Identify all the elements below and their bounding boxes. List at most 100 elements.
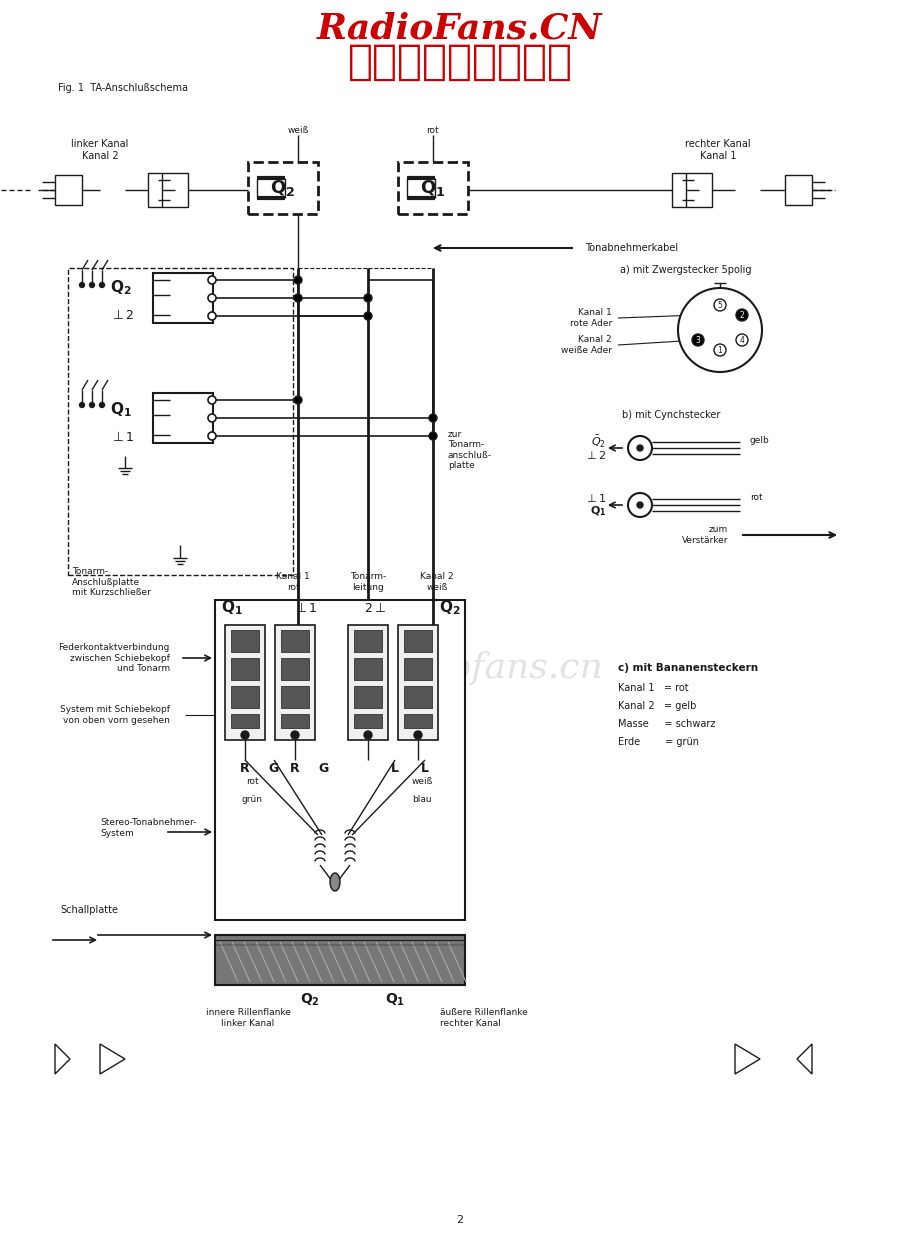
Text: Kanal 2
weiß: Kanal 2 weiß — [420, 572, 453, 592]
Circle shape — [79, 402, 85, 407]
Text: blau: blau — [412, 796, 431, 804]
Bar — [215, 600, 464, 921]
Bar — [784, 175, 811, 205]
Bar — [403, 629, 432, 652]
Text: Tonarm-
leitung: Tonarm- leitung — [349, 572, 386, 592]
Circle shape — [735, 333, 747, 346]
Circle shape — [735, 309, 747, 321]
Text: $\mathbf{Q_2}$: $\mathbf{Q_2}$ — [300, 992, 320, 1008]
Text: R: R — [289, 762, 300, 774]
Circle shape — [208, 294, 216, 302]
Text: Tonarm-
Anschlußplatte
mit Kurzschließer: Tonarm- Anschlußplatte mit Kurzschließer — [72, 567, 151, 597]
Bar — [225, 624, 265, 739]
Circle shape — [628, 436, 652, 460]
Text: Fig. 1  TA-Anschlußschema: Fig. 1 TA-Anschlußschema — [58, 82, 187, 92]
Text: $\bot$1: $\bot$1 — [584, 492, 606, 505]
Text: $\mathbf{Q_1}$: $\mathbf{Q_1}$ — [384, 992, 404, 1008]
Circle shape — [428, 432, 437, 440]
Circle shape — [636, 502, 642, 508]
Circle shape — [677, 289, 761, 372]
Bar — [280, 686, 309, 708]
Text: Stereo-Tonabnehmer-
System: Stereo-Tonabnehmer- System — [100, 818, 196, 838]
Text: Federkontaktverbindung
zwischen Schiebekopf
und Tonarm: Federkontaktverbindung zwischen Schiebek… — [59, 643, 170, 673]
Text: $\mathbf{Q_2}$: $\mathbf{Q_2}$ — [438, 598, 460, 617]
Text: 3: 3 — [695, 336, 699, 345]
Bar — [403, 686, 432, 708]
Bar — [231, 686, 259, 708]
Text: System mit Schiebekopf
von oben vorn gesehen: System mit Schiebekopf von oben vorn ges… — [60, 706, 170, 724]
Circle shape — [208, 432, 216, 440]
Text: c) mit Bananensteckern: c) mit Bananensteckern — [618, 663, 757, 673]
Circle shape — [290, 731, 299, 739]
Bar — [231, 714, 259, 728]
Bar — [671, 174, 711, 207]
Text: Kanal 1
rot: Kanal 1 rot — [276, 572, 310, 592]
Bar — [354, 658, 381, 679]
Bar — [280, 658, 309, 679]
Text: Kanal 2   = gelb: Kanal 2 = gelb — [618, 701, 696, 711]
Bar — [403, 714, 432, 728]
Text: $\bot$2: $\bot$2 — [584, 448, 606, 461]
Bar — [280, 714, 309, 728]
Text: 1: 1 — [717, 346, 721, 355]
Bar — [68, 269, 292, 575]
Text: Masse     = schwarz: Masse = schwarz — [618, 719, 715, 729]
Text: $\mathbf{Q_1}$: $\mathbf{Q_1}$ — [110, 401, 131, 420]
Circle shape — [79, 282, 85, 287]
Text: grün: grün — [241, 796, 262, 804]
Text: zum
Verstärker: zum Verstärker — [681, 526, 727, 545]
Text: 2$\bot$: 2$\bot$ — [364, 601, 386, 615]
Circle shape — [208, 276, 216, 284]
Text: G: G — [319, 762, 329, 774]
Text: $\mathbf{Q_2}$: $\mathbf{Q_2}$ — [110, 279, 131, 297]
Text: weiß: weiß — [287, 125, 309, 135]
Text: rot: rot — [749, 492, 762, 502]
Text: G: G — [268, 762, 278, 774]
Circle shape — [241, 731, 249, 739]
Bar — [398, 162, 468, 214]
Text: 收音机爱好者资料库: 收音机爱好者资料库 — [347, 41, 572, 82]
Circle shape — [364, 294, 371, 302]
Text: äußere Rillenflanke
rechter Kanal: äußere Rillenflanke rechter Kanal — [439, 1008, 528, 1028]
Text: 2: 2 — [739, 311, 743, 320]
Circle shape — [628, 493, 652, 517]
Text: Kanal 1
rote Ader: Kanal 1 rote Ader — [569, 309, 611, 327]
Circle shape — [99, 402, 105, 407]
Circle shape — [294, 294, 301, 302]
Circle shape — [713, 343, 725, 356]
Circle shape — [364, 312, 371, 320]
Circle shape — [99, 282, 105, 287]
Bar — [153, 393, 213, 443]
Text: rot: rot — [425, 125, 437, 135]
Bar — [398, 624, 437, 739]
Circle shape — [713, 299, 725, 311]
Text: rot: rot — [245, 777, 258, 787]
Bar — [280, 629, 309, 652]
Circle shape — [414, 731, 422, 739]
Text: L: L — [421, 762, 428, 774]
Text: Erde        = grün: Erde = grün — [618, 737, 698, 747]
Text: Tonabnehmerkabel: Tonabnehmerkabel — [584, 244, 677, 254]
Circle shape — [89, 282, 95, 287]
Text: L: L — [391, 762, 399, 774]
Bar — [148, 174, 187, 207]
Bar — [215, 936, 464, 985]
Circle shape — [208, 396, 216, 403]
Text: RadioFans.CN: RadioFans.CN — [317, 11, 602, 45]
Text: R: R — [240, 762, 250, 774]
Text: innere Rillenflanke
linker Kanal: innere Rillenflanke linker Kanal — [205, 1008, 290, 1028]
Text: $\mathbf{Q_2}$: $\mathbf{Q_2}$ — [270, 179, 295, 199]
Text: weiß: weiß — [411, 777, 432, 787]
Text: $\bot$2: $\bot$2 — [110, 309, 134, 322]
Circle shape — [208, 312, 216, 320]
Bar — [403, 658, 432, 679]
Text: $\bar{Q}_2$: $\bar{Q}_2$ — [590, 433, 606, 450]
Text: Schallplatte: Schallplatte — [60, 906, 118, 916]
Text: $\mathbf{Q_1}$: $\mathbf{Q_1}$ — [420, 179, 445, 199]
Text: $\bot$1: $\bot$1 — [110, 430, 134, 443]
Text: linker Kanal
Kanal 2: linker Kanal Kanal 2 — [72, 139, 129, 161]
Bar — [153, 274, 213, 323]
Text: $\mathbf{Q_1}$: $\mathbf{Q_1}$ — [221, 598, 243, 617]
Bar — [354, 714, 381, 728]
Bar — [354, 686, 381, 708]
